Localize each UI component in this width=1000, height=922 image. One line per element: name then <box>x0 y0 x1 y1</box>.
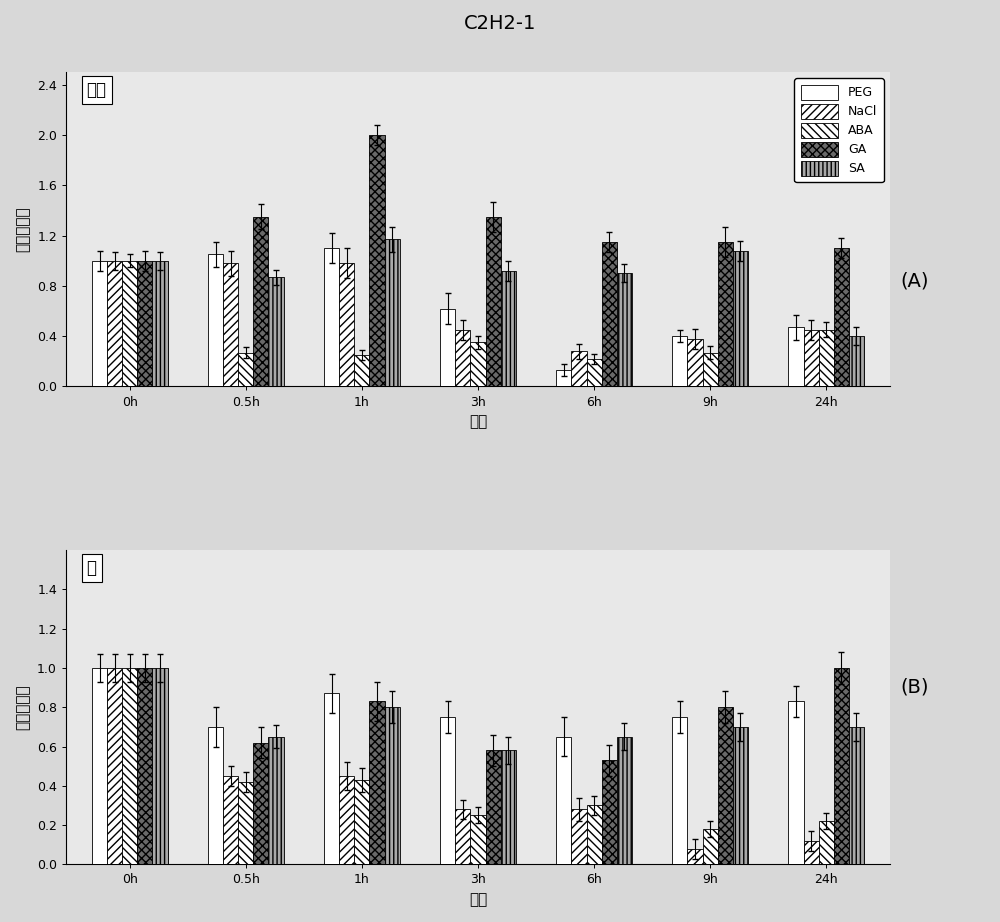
Bar <box>122 668 137 865</box>
Bar <box>804 330 819 386</box>
Bar <box>238 782 253 865</box>
Bar <box>470 342 486 386</box>
Bar <box>440 309 455 386</box>
Bar <box>486 751 501 865</box>
Legend: PEG, NaCl, ABA, GA, SA: PEG, NaCl, ABA, GA, SA <box>794 78 884 182</box>
X-axis label: 时间: 时间 <box>469 892 487 907</box>
Bar <box>369 135 385 386</box>
Bar <box>92 261 107 386</box>
Text: 娩芽: 娩芽 <box>87 81 107 100</box>
Bar <box>455 330 470 386</box>
Bar <box>687 338 703 386</box>
Bar <box>703 352 718 386</box>
Bar <box>137 668 152 865</box>
Bar <box>501 751 516 865</box>
Bar <box>268 737 284 865</box>
Bar <box>354 780 369 865</box>
Bar <box>571 351 587 386</box>
Bar <box>339 776 354 865</box>
Bar <box>339 263 354 386</box>
Text: 根: 根 <box>87 560 97 577</box>
Text: C2H2-1: C2H2-1 <box>464 14 536 33</box>
Bar <box>354 355 369 386</box>
Bar <box>455 810 470 865</box>
Bar <box>253 217 268 386</box>
Bar <box>385 707 400 865</box>
Bar <box>440 717 455 865</box>
Bar <box>470 815 486 865</box>
Bar <box>733 727 748 865</box>
Bar <box>672 337 687 386</box>
Bar <box>617 737 632 865</box>
Bar <box>804 841 819 865</box>
Bar <box>687 848 703 865</box>
Bar <box>703 829 718 865</box>
Bar <box>602 761 617 865</box>
Bar <box>253 742 268 865</box>
Bar <box>486 217 501 386</box>
Bar <box>223 263 238 386</box>
Bar <box>834 248 849 386</box>
Bar <box>152 261 168 386</box>
Bar <box>718 242 733 386</box>
Bar <box>587 359 602 386</box>
Text: (A): (A) <box>901 272 929 290</box>
Bar <box>617 273 632 386</box>
Bar <box>238 352 253 386</box>
Bar <box>324 693 339 865</box>
Bar <box>849 727 864 865</box>
Bar <box>137 261 152 386</box>
Bar <box>268 277 284 386</box>
Bar <box>501 271 516 386</box>
Bar <box>834 668 849 865</box>
Bar <box>819 330 834 386</box>
X-axis label: 时间: 时间 <box>469 414 487 429</box>
Bar <box>672 717 687 865</box>
Bar <box>587 806 602 865</box>
Bar <box>92 668 107 865</box>
Bar <box>733 251 748 386</box>
Bar <box>556 370 571 386</box>
Text: (B): (B) <box>901 678 929 696</box>
Bar <box>208 727 223 865</box>
Bar <box>788 327 804 386</box>
Bar <box>369 702 385 865</box>
Bar <box>122 261 137 386</box>
Bar <box>788 702 804 865</box>
Bar <box>324 248 339 386</box>
Bar <box>223 776 238 865</box>
Bar <box>602 242 617 386</box>
Bar <box>107 668 122 865</box>
Bar <box>385 240 400 386</box>
Bar <box>571 810 587 865</box>
Bar <box>107 261 122 386</box>
Y-axis label: 相对表达量: 相对表达量 <box>15 684 30 730</box>
Bar <box>556 737 571 865</box>
Bar <box>208 254 223 386</box>
Bar <box>819 822 834 865</box>
Y-axis label: 相对表达量: 相对表达量 <box>15 207 30 252</box>
Bar <box>849 337 864 386</box>
Bar <box>718 707 733 865</box>
Bar <box>152 668 168 865</box>
